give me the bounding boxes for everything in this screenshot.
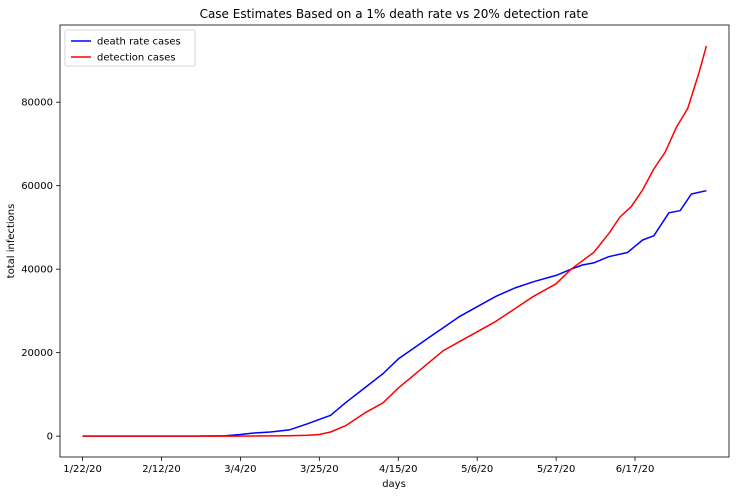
y-tick-label: 20000 (21, 348, 53, 359)
x-tick-label: 2/12/20 (142, 464, 181, 475)
y-tick-label: 80000 (21, 98, 53, 109)
plot-area: 1/22/20 2/12/20 3/4/20 3/25/20 4/15/20 5/6/20… (21, 24, 730, 475)
series-line-detection-cases (82, 45, 708, 437)
x-tick-label: 5/27/20 (537, 464, 576, 475)
legend-label: death rate cases (97, 37, 181, 48)
legend-box (64, 29, 196, 67)
x-tick-label: 1/22/20 (63, 464, 102, 475)
legend: death rate cases detection cases (64, 29, 196, 67)
x-tick-label: 3/25/20 (300, 464, 339, 475)
chart-title: Case Estimates Based on a 1% death rate … (200, 7, 589, 21)
y-tick-label: 0 (47, 432, 53, 443)
y-tick-label: 40000 (21, 265, 53, 276)
legend-label: detection cases (97, 53, 176, 64)
x-tick-label: 6/17/20 (616, 464, 655, 475)
y-tick-label: 60000 (21, 181, 53, 192)
x-tick-label: 5/6/20 (461, 464, 493, 475)
x-tick-label: 3/4/20 (224, 464, 256, 475)
plot-frame (59, 24, 730, 458)
x-tick-label: 4/15/20 (379, 464, 418, 475)
series-line-death-rate-cases (82, 189, 707, 437)
y-axis-label: total infections (6, 204, 17, 279)
x-axis-label: days (382, 479, 406, 490)
